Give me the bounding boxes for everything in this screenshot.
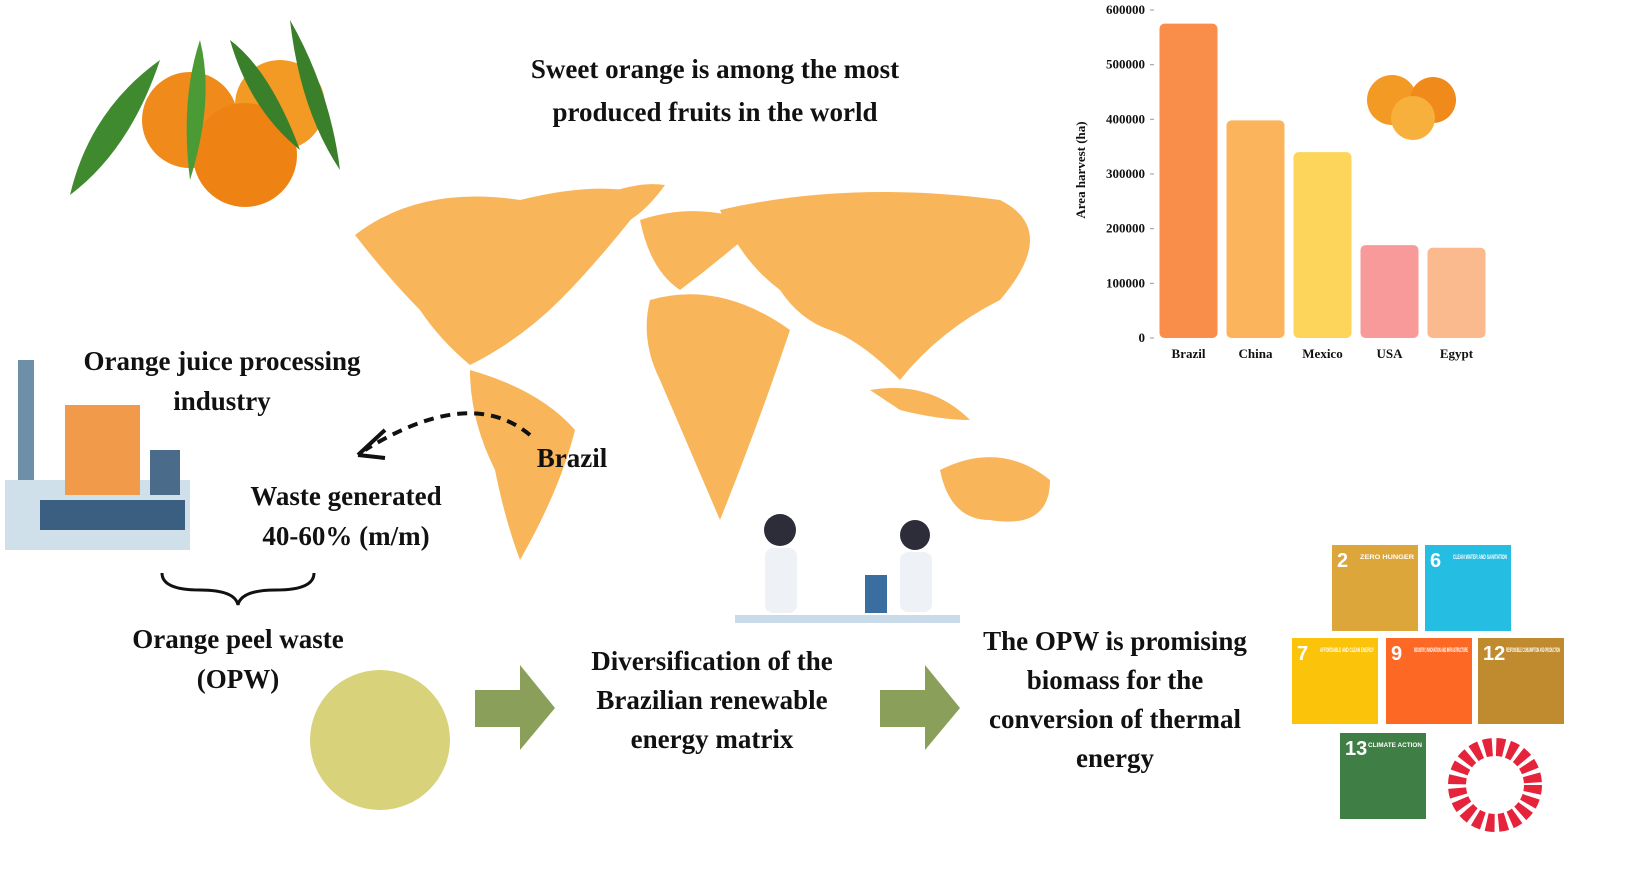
promising-label: conversion of thermal	[989, 704, 1241, 734]
sdg-label: RESPONSIBLE CONSUMPTION AND PRODUCTION	[1506, 648, 1560, 654]
sdg-wheel	[1448, 738, 1542, 832]
sdg-tile	[1478, 638, 1564, 724]
promising-label: biomass for the	[1027, 665, 1204, 695]
promising-label: energy	[1076, 743, 1154, 773]
oranges-illustration	[70, 20, 340, 207]
orange-icon	[1391, 96, 1435, 140]
sdg-tile	[1425, 545, 1511, 631]
y-tick-label: 400000	[1106, 111, 1145, 126]
bar	[1226, 120, 1285, 338]
x-tick-label: Mexico	[1302, 346, 1342, 361]
headline: Sweet orange is among the most	[531, 54, 899, 84]
flow-arrow	[880, 665, 960, 750]
industry-label: industry	[173, 386, 271, 416]
waste-label: Waste generated	[250, 481, 441, 511]
opw-label: (OPW)	[197, 664, 279, 694]
sdg-number: 9	[1391, 643, 1402, 665]
y-tick-label: 200000	[1106, 221, 1145, 236]
brazil-label: Brazil	[537, 443, 608, 473]
sdg-tile	[1340, 733, 1426, 819]
y-tick-label: 100000	[1106, 275, 1145, 290]
scientists-illustration	[735, 514, 960, 623]
sdg-number: 6	[1430, 550, 1441, 572]
industry-label: Orange juice processing	[84, 346, 361, 376]
diversification-label: energy matrix	[631, 724, 794, 754]
bar	[1159, 23, 1218, 339]
x-tick-label: Egypt	[1440, 346, 1474, 361]
sdg-number: 12	[1483, 643, 1505, 665]
bar	[1427, 247, 1486, 338]
dashed-arrow	[363, 411, 532, 452]
sdg-number: 2	[1337, 550, 1348, 572]
headline: produced fruits in the world	[552, 97, 877, 127]
sdg-tile	[1332, 545, 1418, 631]
promising-label: The OPW is promising	[983, 626, 1247, 656]
sdg-number: 7	[1297, 643, 1308, 665]
arrow-head	[356, 428, 387, 460]
sdg-label: ZERO HUNGER	[1360, 555, 1415, 561]
peel-image	[310, 670, 450, 810]
sdg-label: CLIMATE ACTION	[1368, 743, 1422, 749]
y-tick-label: 500000	[1106, 57, 1145, 72]
sdg-tile	[1386, 638, 1472, 724]
sdg-tile	[1292, 638, 1378, 724]
world-map	[355, 184, 1050, 560]
y-tick-label: 300000	[1106, 166, 1145, 181]
sdg-label: INDUSTRY, INNOVATION AND INFRASTRUCTURE	[1414, 648, 1468, 654]
y-tick-label: 600000	[1106, 2, 1145, 17]
flow-arrow	[475, 665, 555, 750]
bar	[1293, 152, 1352, 338]
x-tick-label: China	[1239, 346, 1273, 361]
diversification-label: Brazilian renewable	[596, 685, 827, 715]
y-tick-label: 0	[1139, 330, 1146, 345]
diversification-label: Diversification of the	[591, 646, 832, 676]
sdg-label: CLEAN WATER AND SANITATION	[1453, 555, 1507, 561]
factory-illustration	[5, 360, 190, 550]
opw-label: Orange peel waste	[132, 624, 343, 654]
sdg-number: 13	[1345, 738, 1367, 760]
waste-label: 40-60% (m/m)	[262, 521, 429, 551]
x-tick-label: USA	[1376, 346, 1403, 361]
y-axis-label: Area harvest (ha)	[1073, 121, 1088, 218]
sdg-label: AFFORDABLE AND CLEAN ENERGY	[1320, 648, 1374, 654]
brace	[160, 572, 316, 606]
x-tick-label: Brazil	[1172, 346, 1206, 361]
bar	[1360, 245, 1419, 338]
